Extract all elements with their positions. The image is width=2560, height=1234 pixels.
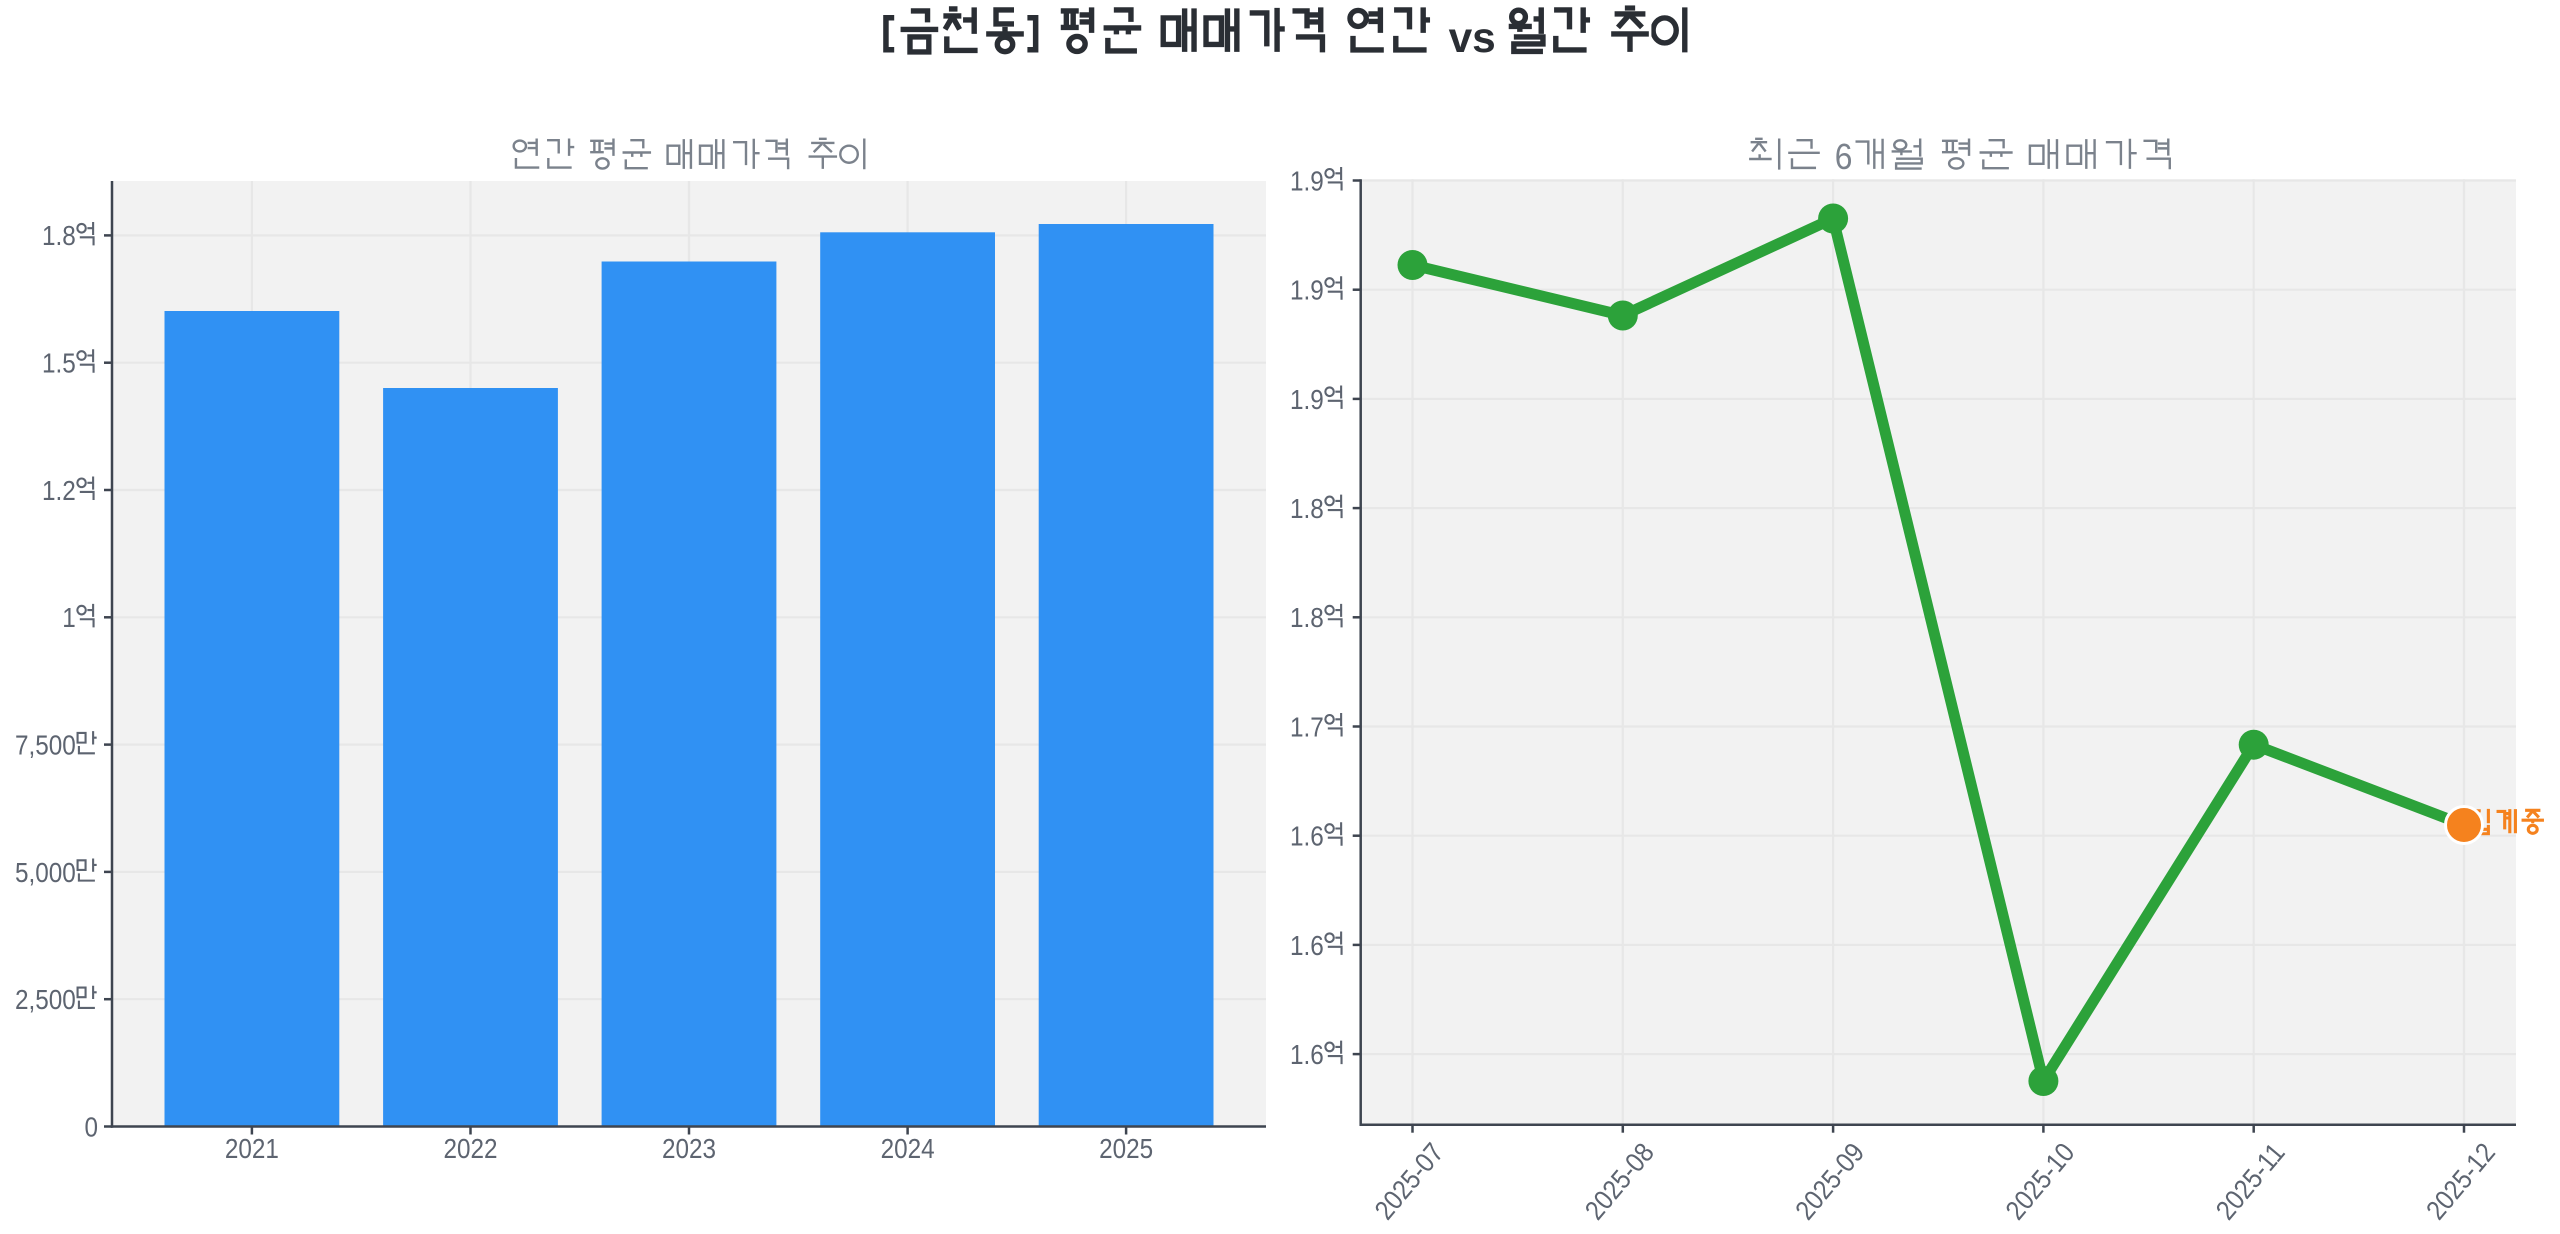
svg-text:7,500: 7,500 [15, 730, 76, 761]
svg-text:6: 6 [1835, 136, 1853, 177]
svg-text:1.9: 1.9 [1290, 165, 1324, 196]
svg-text:2023: 2023 [662, 1133, 716, 1164]
svg-text:1.6: 1.6 [1290, 930, 1324, 961]
svg-text:2022: 2022 [444, 1133, 498, 1164]
svg-text:1.9: 1.9 [1290, 275, 1324, 306]
svg-text:1: 1 [62, 602, 76, 633]
svg-text:2021: 2021 [225, 1133, 279, 1164]
svg-text:2025: 2025 [1099, 1133, 1153, 1164]
svg-text:1.5: 1.5 [42, 348, 76, 379]
svg-text:1.8: 1.8 [42, 220, 76, 251]
svg-text:vs: vs [1449, 14, 1496, 61]
svg-text:1.9: 1.9 [1290, 384, 1324, 415]
svg-text:1.2: 1.2 [42, 475, 76, 506]
svg-text:2024: 2024 [881, 1133, 935, 1164]
svg-text:0: 0 [85, 1111, 99, 1142]
svg-text:1.8: 1.8 [1290, 493, 1324, 524]
svg-text:2,500: 2,500 [15, 984, 76, 1015]
svg-text:5,000: 5,000 [15, 857, 76, 888]
svg-text:1.6: 1.6 [1290, 1039, 1324, 1070]
svg-text:1.7: 1.7 [1290, 711, 1324, 742]
svg-text:1.6: 1.6 [1290, 821, 1324, 852]
svg-text:1.8: 1.8 [1290, 602, 1324, 633]
